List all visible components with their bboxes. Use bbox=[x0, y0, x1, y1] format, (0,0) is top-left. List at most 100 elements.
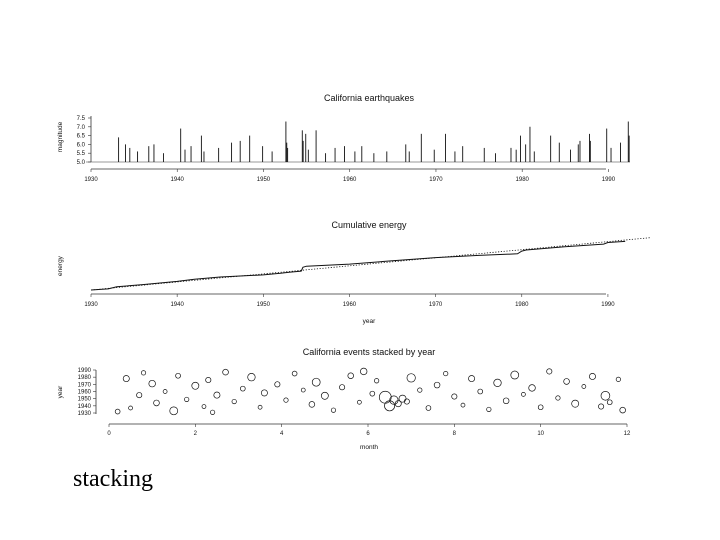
earthquakes-x-tick-label: 1970 bbox=[429, 177, 443, 183]
earthquakes-y-tick-label: 5.5 bbox=[77, 151, 86, 157]
event-circle bbox=[175, 372, 181, 379]
event-circle bbox=[510, 370, 520, 380]
stacked-points bbox=[114, 367, 626, 416]
event-circle bbox=[330, 407, 337, 413]
earthquakes-bars bbox=[118, 121, 630, 162]
event-circle bbox=[417, 387, 423, 393]
caption-text: stacking bbox=[73, 466, 153, 492]
event-circle bbox=[169, 406, 179, 416]
earthquakes-x-tick-label: 1940 bbox=[171, 177, 185, 183]
stacked-x-ticks: 0 2 4 6 8 10 12 bbox=[107, 424, 631, 437]
event-circle bbox=[247, 373, 256, 382]
event-circle bbox=[468, 375, 476, 383]
stacked-y-tick-label: 1950 bbox=[78, 397, 92, 403]
stacked-y-tick-label: 1960 bbox=[78, 390, 92, 396]
stacked-y-tick-label: 1940 bbox=[78, 404, 92, 410]
earthquakes-x-tick-label: 1990 bbox=[602, 177, 616, 183]
earthquakes-x-tick-label: 1930 bbox=[84, 177, 98, 183]
event-circle bbox=[162, 389, 168, 394]
stacked-x-tick-label: 6 bbox=[366, 431, 370, 437]
event-circle bbox=[406, 373, 416, 383]
event-circle bbox=[537, 404, 544, 411]
event-circle bbox=[433, 381, 441, 389]
earthquakes-y-ticks: 5.0 5.5 6.0 6.5 7.0 7.5 bbox=[77, 116, 91, 166]
event-circle bbox=[384, 400, 396, 412]
event-circle bbox=[191, 381, 200, 390]
panel-stacked-events: California events stacked by year year 1… bbox=[57, 347, 631, 451]
event-circle bbox=[205, 377, 212, 384]
event-circle bbox=[291, 370, 298, 377]
event-circle bbox=[222, 368, 229, 376]
earthquakes-x-tick-label: 1960 bbox=[343, 177, 357, 183]
stacked-x-tick-label: 2 bbox=[194, 431, 198, 437]
earthquakes-title: California earthquakes bbox=[324, 93, 415, 103]
event-circle bbox=[600, 391, 611, 401]
event-circle bbox=[311, 377, 321, 387]
event-circle bbox=[493, 378, 502, 388]
earthquakes-y-tick-label: 6.0 bbox=[77, 142, 86, 148]
event-circle bbox=[443, 371, 449, 377]
event-circle bbox=[460, 402, 466, 408]
event-circle bbox=[148, 379, 156, 388]
earthquakes-y-tick-label: 6.5 bbox=[77, 134, 86, 140]
event-circle bbox=[606, 399, 613, 406]
energy-x-tick-label: 1940 bbox=[170, 302, 184, 308]
event-circle bbox=[360, 367, 368, 376]
event-circle bbox=[394, 400, 402, 408]
stacked-title: California events stacked by year bbox=[303, 347, 436, 357]
earthquakes-x-tick-label: 1950 bbox=[257, 177, 271, 183]
energy-title: Cumulative energy bbox=[331, 220, 407, 230]
event-circle bbox=[201, 404, 207, 409]
event-circle bbox=[398, 394, 407, 403]
event-circle bbox=[378, 390, 392, 404]
event-circle bbox=[486, 406, 492, 412]
stacked-y-tick-label: 1930 bbox=[78, 411, 92, 417]
event-circle bbox=[260, 389, 268, 397]
energy-x-label: year bbox=[363, 318, 376, 325]
event-circle bbox=[389, 395, 399, 405]
event-circle bbox=[528, 384, 536, 392]
event-circle bbox=[257, 404, 263, 410]
event-circle bbox=[300, 387, 306, 393]
event-circle bbox=[571, 399, 580, 408]
stacked-y-tick-label: 1970 bbox=[78, 382, 92, 388]
event-circle bbox=[213, 391, 221, 399]
energy-x-tick-label: 1960 bbox=[343, 302, 357, 308]
earthquakes-y-label: magnitude bbox=[57, 121, 64, 152]
event-circle bbox=[589, 373, 596, 380]
earthquakes-x-tick-label: 1980 bbox=[516, 177, 530, 183]
event-circle bbox=[581, 384, 587, 389]
event-circle bbox=[283, 397, 289, 403]
energy-x-tick-label: 1990 bbox=[601, 302, 615, 308]
energy-lines bbox=[90, 237, 652, 291]
earthquakes-x-ticks: 1930 1940 1950 1960 1970 1980 1990 bbox=[84, 169, 616, 183]
stacked-x-tick-label: 4 bbox=[280, 431, 284, 437]
panel-cumulative-energy: Cumulative energy energy 1930 1940 1950 196… bbox=[57, 220, 652, 325]
event-circle bbox=[231, 398, 237, 405]
stacked-x-tick-label: 10 bbox=[537, 431, 544, 437]
stacked-y-tick-label: 1990 bbox=[78, 368, 92, 374]
event-circle bbox=[502, 397, 510, 405]
event-circle bbox=[403, 398, 410, 405]
energy-trend-line bbox=[90, 237, 652, 291]
earthquakes-y-tick-label: 5.0 bbox=[77, 160, 86, 166]
stacked-x-label: month bbox=[360, 444, 378, 451]
event-circle bbox=[339, 384, 346, 391]
event-circle bbox=[357, 399, 362, 405]
event-circle bbox=[122, 375, 130, 383]
stacked-x-tick-label: 12 bbox=[624, 431, 631, 437]
event-circle bbox=[153, 399, 160, 407]
event-circle bbox=[347, 372, 354, 379]
event-circle bbox=[136, 392, 143, 399]
event-circle bbox=[615, 376, 621, 382]
stacked-y-tick-label: 1980 bbox=[78, 375, 92, 381]
event-circle bbox=[128, 405, 133, 411]
event-circle bbox=[369, 390, 376, 397]
stacked-x-tick-label: 8 bbox=[453, 431, 457, 437]
earthquakes-y-tick-label: 7.5 bbox=[77, 116, 86, 122]
energy-y-label: energy bbox=[57, 255, 64, 276]
event-circle bbox=[546, 368, 553, 375]
event-circle bbox=[240, 385, 246, 392]
